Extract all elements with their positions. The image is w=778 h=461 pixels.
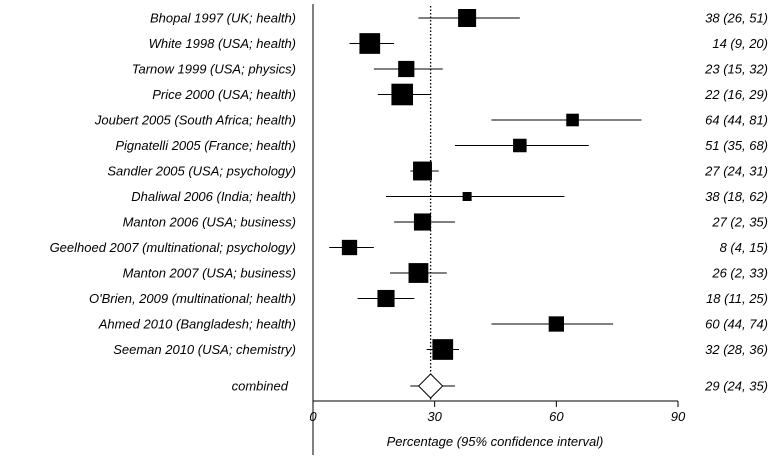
study-row: Sandler 2005 (USA; psychology) 27 (24, 31… <box>107 161 768 181</box>
x-tick-label: 0 <box>309 409 317 424</box>
study-label: O'Brien, 2009 (multinational; health) <box>89 291 296 306</box>
ci-value-label: 23 (15, 32) <box>704 62 768 77</box>
estimate-square <box>377 289 395 308</box>
study-row: Seeman 2010 (USA; chemistry) 32 (28, 36) <box>113 339 768 360</box>
estimate-square <box>513 138 527 153</box>
study-label: Pignatelli 2005 (France; health) <box>115 138 296 153</box>
ci-value-label: 8 (4, 15) <box>720 240 768 255</box>
ci-value-label: 32 (28, 36) <box>705 342 768 357</box>
estimate-square <box>341 239 358 256</box>
ci-value-label: 51 (35, 68) <box>705 138 768 153</box>
study-row: Geelhoed 2007 (multinational; psychology… <box>50 239 768 256</box>
study-row: Price 2000 (USA; health) 22 (16, 29) <box>152 83 768 106</box>
study-label: Geelhoed 2007 (multinational; psychology… <box>50 240 296 255</box>
ci-value-label: 14 (9, 20) <box>712 36 768 51</box>
study-label: Dhaliwal 2006 (India; health) <box>131 189 296 204</box>
ci-value-label: 22 (16, 29) <box>704 87 768 102</box>
study-row: Tarnow 1999 (USA; physics) 23 (15, 32) <box>132 60 768 78</box>
estimate-square <box>398 60 415 78</box>
estimate-square <box>566 113 579 127</box>
study-label: Joubert 2005 (South Africa; health) <box>94 113 296 128</box>
x-tick-label: 60 <box>549 409 564 424</box>
estimate-square <box>408 263 429 283</box>
study-label: Manton 2006 (USA; business) <box>123 215 296 230</box>
ci-value-label: 27 (2, 35) <box>711 215 768 230</box>
estimate-square <box>391 83 414 106</box>
ci-value-label: 26 (2, 33) <box>711 266 768 281</box>
estimate-square <box>462 192 472 201</box>
combined-diamond <box>417 373 444 399</box>
study-label: White 1998 (USA; health) <box>149 36 296 51</box>
combined-label: combined <box>232 379 289 394</box>
study-label: Manton 2007 (USA; business) <box>123 266 296 281</box>
study-label: Seeman 2010 (USA; chemistry) <box>113 342 296 357</box>
estimate-square <box>413 161 432 181</box>
study-label: Bhopal 1997 (UK; health) <box>150 11 296 26</box>
study-rows: Bhopal 1997 (UK; health) 38 (26, 51) White… <box>50 9 768 360</box>
ci-value-label: 60 (44, 74) <box>705 317 768 332</box>
estimate-square <box>359 33 381 54</box>
study-row: O'Brien, 2009 (multinational; health) 18 … <box>89 289 768 308</box>
study-row: Ahmed 2010 (Bangladesh; health) 60 (44, 7… <box>98 316 768 332</box>
study-row: Pignatelli 2005 (France; health) 51 (35, … <box>115 138 768 153</box>
x-tick-label: 90 <box>671 409 686 424</box>
study-label: Ahmed 2010 (Bangladesh; health) <box>98 317 296 332</box>
x-tick-label: 30 <box>427 409 442 424</box>
ci-value-label: 38 (18, 62) <box>705 189 768 204</box>
x-axis: 0 30 60 90 <box>309 4 686 455</box>
study-label: Tarnow 1999 (USA; physics) <box>132 62 296 77</box>
study-row: Manton 2006 (USA; business) 27 (2, 35) <box>123 213 768 231</box>
ci-value-label: 18 (11, 25) <box>706 291 768 306</box>
estimate-square <box>458 9 477 27</box>
study-row: Joubert 2005 (South Africa; health) 64 (4… <box>94 113 768 128</box>
estimate-square <box>413 213 432 231</box>
study-row: Manton 2007 (USA; business) 26 (2, 33) <box>123 263 768 283</box>
ci-value-label: 64 (44, 81) <box>705 113 768 128</box>
estimate-square <box>548 316 564 332</box>
study-label: Price 2000 (USA; health) <box>152 87 296 102</box>
study-row: Bhopal 1997 (UK; health) 38 (26, 51) <box>150 9 768 27</box>
study-row: White 1998 (USA; health) 14 (9, 20) <box>149 33 768 54</box>
study-label: Sandler 2005 (USA; psychology) <box>107 164 296 179</box>
x-axis-title: Percentage (95% confidence interval) <box>387 434 604 449</box>
combined-row: combined 29 (24, 35) <box>232 373 768 399</box>
combined-ci-value-label: 29 (24, 35) <box>704 379 768 394</box>
ci-value-label: 27 (24, 31) <box>704 164 768 179</box>
ci-value-label: 38 (26, 51) <box>705 11 768 26</box>
estimate-square <box>432 339 454 360</box>
study-row: Dhaliwal 2006 (India; health) 38 (18, 62) <box>131 189 768 204</box>
